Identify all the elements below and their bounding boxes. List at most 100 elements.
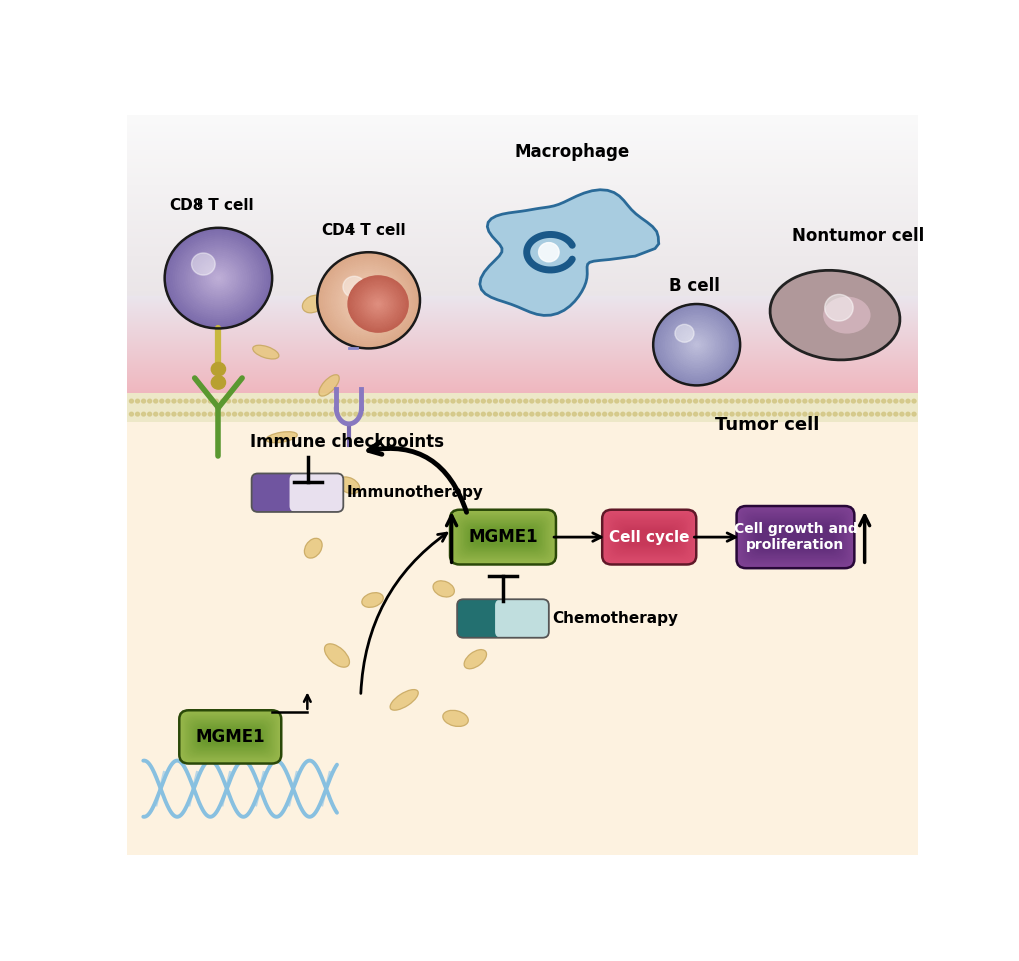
FancyBboxPatch shape — [619, 526, 679, 549]
Circle shape — [584, 412, 588, 416]
Circle shape — [356, 283, 399, 324]
Circle shape — [360, 292, 376, 308]
Circle shape — [211, 362, 225, 376]
Ellipse shape — [389, 690, 418, 710]
Circle shape — [329, 399, 333, 403]
FancyBboxPatch shape — [751, 521, 838, 554]
Circle shape — [771, 412, 775, 416]
Circle shape — [365, 291, 391, 316]
Circle shape — [432, 399, 436, 403]
Circle shape — [232, 412, 236, 416]
Circle shape — [681, 399, 685, 403]
FancyBboxPatch shape — [620, 527, 678, 548]
Circle shape — [518, 412, 521, 416]
Ellipse shape — [822, 297, 870, 333]
Circle shape — [172, 412, 175, 416]
Circle shape — [748, 412, 751, 416]
FancyBboxPatch shape — [750, 519, 840, 554]
Circle shape — [505, 399, 510, 403]
Circle shape — [608, 412, 612, 416]
Circle shape — [366, 293, 389, 315]
Circle shape — [499, 399, 503, 403]
FancyBboxPatch shape — [622, 529, 676, 546]
Circle shape — [820, 412, 824, 416]
Circle shape — [323, 258, 414, 343]
Circle shape — [360, 287, 395, 321]
Circle shape — [305, 412, 309, 416]
FancyBboxPatch shape — [606, 514, 691, 560]
Circle shape — [348, 277, 407, 331]
Circle shape — [687, 336, 705, 353]
Circle shape — [347, 399, 352, 403]
FancyBboxPatch shape — [607, 515, 690, 559]
FancyBboxPatch shape — [194, 724, 267, 751]
Circle shape — [208, 268, 229, 288]
Circle shape — [559, 399, 564, 403]
FancyBboxPatch shape — [470, 529, 535, 546]
Circle shape — [364, 296, 372, 305]
FancyBboxPatch shape — [463, 522, 542, 553]
Text: Cell cycle: Cell cycle — [608, 530, 689, 545]
Circle shape — [656, 308, 736, 382]
Circle shape — [659, 310, 733, 379]
Circle shape — [414, 412, 418, 416]
Circle shape — [164, 228, 272, 329]
Circle shape — [487, 399, 491, 403]
Circle shape — [814, 399, 818, 403]
Text: +: + — [345, 224, 355, 234]
Circle shape — [723, 412, 728, 416]
FancyBboxPatch shape — [195, 725, 266, 750]
FancyBboxPatch shape — [453, 513, 552, 561]
Circle shape — [469, 412, 473, 416]
Circle shape — [596, 399, 600, 403]
Circle shape — [343, 277, 393, 324]
Circle shape — [409, 399, 412, 403]
Circle shape — [281, 412, 285, 416]
FancyBboxPatch shape — [756, 525, 834, 550]
Circle shape — [730, 399, 734, 403]
Circle shape — [352, 284, 384, 316]
Circle shape — [212, 272, 224, 284]
Ellipse shape — [319, 375, 339, 396]
Circle shape — [263, 412, 267, 416]
Text: Macrophage: Macrophage — [515, 143, 630, 161]
Text: +: + — [194, 199, 203, 209]
Circle shape — [299, 399, 303, 403]
Circle shape — [450, 399, 454, 403]
Circle shape — [183, 399, 187, 403]
Circle shape — [311, 412, 315, 416]
Circle shape — [639, 399, 642, 403]
Circle shape — [189, 250, 249, 307]
Circle shape — [754, 412, 757, 416]
Circle shape — [808, 412, 812, 416]
Circle shape — [644, 399, 648, 403]
Circle shape — [341, 275, 395, 326]
FancyBboxPatch shape — [611, 519, 686, 555]
Circle shape — [481, 412, 485, 416]
FancyBboxPatch shape — [757, 526, 833, 548]
Text: MGME1: MGME1 — [196, 727, 265, 746]
Text: T cell: T cell — [203, 198, 254, 213]
Circle shape — [676, 325, 716, 364]
Circle shape — [512, 412, 516, 416]
Ellipse shape — [304, 538, 322, 558]
Circle shape — [845, 399, 849, 403]
Circle shape — [205, 266, 231, 290]
FancyBboxPatch shape — [614, 522, 683, 553]
Circle shape — [193, 254, 244, 303]
Circle shape — [374, 301, 381, 308]
FancyBboxPatch shape — [193, 723, 268, 752]
Circle shape — [596, 412, 600, 416]
Circle shape — [362, 289, 393, 319]
Circle shape — [851, 399, 855, 403]
Circle shape — [341, 412, 345, 416]
Circle shape — [487, 412, 491, 416]
Text: Chemotherapy: Chemotherapy — [551, 611, 678, 626]
Circle shape — [475, 399, 479, 403]
Circle shape — [186, 248, 251, 308]
FancyBboxPatch shape — [754, 523, 836, 552]
Circle shape — [547, 399, 551, 403]
Circle shape — [177, 240, 259, 316]
Circle shape — [347, 281, 389, 320]
FancyBboxPatch shape — [449, 509, 555, 564]
